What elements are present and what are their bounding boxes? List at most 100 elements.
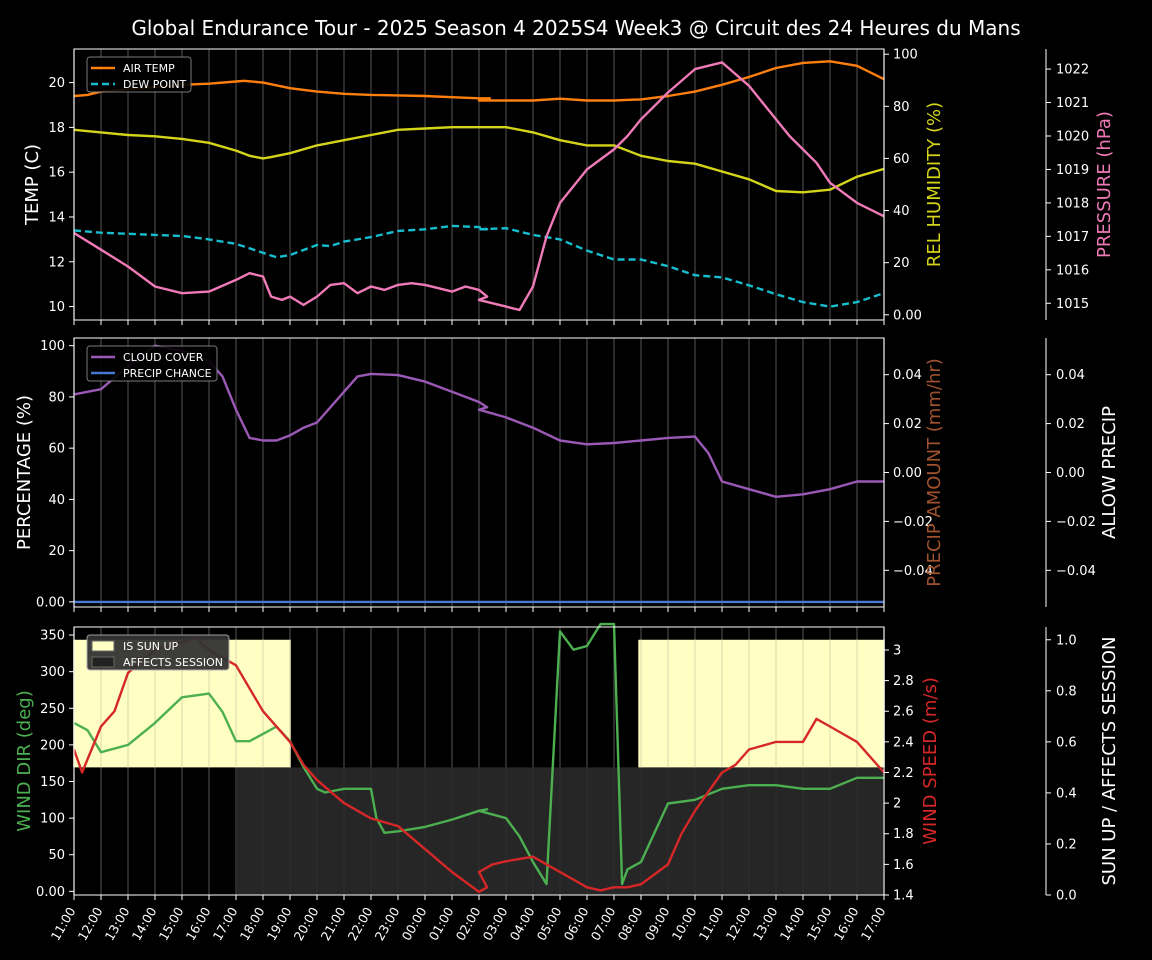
legend-label: DEW POINT <box>123 78 187 91</box>
x-tick-label: 02:00 <box>453 904 484 943</box>
y-tick-label: 14 <box>48 210 65 225</box>
y2-tick-label: 100 <box>893 48 918 63</box>
x-tick-label: 13:00 <box>750 904 781 943</box>
series-pressure <box>73 61 885 312</box>
y2-tick-label: 0.00 <box>893 466 922 481</box>
legend-label: CLOUD COVER <box>123 351 204 364</box>
series-dew-point <box>73 224 885 308</box>
y3-tick-label: 1015 <box>1056 297 1089 312</box>
legend-swatch <box>91 656 115 668</box>
x-tick-label: 11:00 <box>48 904 79 943</box>
y3-tick-label: −0.04 <box>1056 564 1096 579</box>
x-tick-label: 15:00 <box>156 904 187 943</box>
y-tick-label: 20 <box>48 76 65 91</box>
x-tick-label: 12:00 <box>723 904 754 943</box>
series-rel-humidity <box>73 125 885 194</box>
x-tick-label: 21:00 <box>318 904 349 943</box>
y2-tick-label: 2.6 <box>893 705 914 720</box>
y-axis-label: WIND DIR (deg) <box>14 690 35 832</box>
y-tick-label: 60 <box>48 442 65 457</box>
x-tick-label: 03:00 <box>480 904 511 943</box>
y-tick-label: 200 <box>40 738 65 753</box>
y3-tick-label: 0.04 <box>1056 368 1085 383</box>
y-tick-label: 100 <box>40 339 65 354</box>
x-tick-label: 10:00 <box>669 904 700 943</box>
y3-tick-label: 1019 <box>1056 163 1089 178</box>
y2-tick-label: 60 <box>893 152 910 167</box>
y2-axis-label: REL HUMIDITY (%) <box>924 102 945 267</box>
y3-tick-label: 0.4 <box>1056 786 1077 801</box>
y-tick-label: 10 <box>48 300 65 315</box>
y2-tick-label: −0.04 <box>893 564 933 579</box>
y-tick-label: 20 <box>48 544 65 559</box>
x-tick-label: 00:00 <box>399 904 430 943</box>
y2-tick-label: 20 <box>893 256 910 271</box>
x-tick-label: 12:00 <box>75 904 106 943</box>
legend-box <box>86 345 218 382</box>
y2-tick-label: 3 <box>893 643 901 658</box>
y3-tick-label: 1018 <box>1056 196 1089 211</box>
legend-label: IS SUN UP <box>123 640 179 653</box>
x-tick-label: 16:00 <box>183 904 214 943</box>
legend: CLOUD COVER PRECIP CHANCE <box>86 345 218 382</box>
y2-tick-label: 0.00 <box>893 308 922 323</box>
y2-tick-label: 2.4 <box>893 735 914 750</box>
y3-tick-label: 1016 <box>1056 263 1089 278</box>
y-tick-label: 0.00 <box>36 595 65 610</box>
y2-tick-label: 0.04 <box>893 368 922 383</box>
y2-tick-label: 0.02 <box>893 417 922 432</box>
x-tick-label: 16:00 <box>831 904 862 943</box>
x-tick-label: 01:00 <box>426 904 457 943</box>
y-tick-label: 40 <box>48 493 65 508</box>
legend: IS SUN UP AFFECTS SESSION <box>86 634 230 671</box>
y-tick-label: 12 <box>48 255 65 270</box>
y-axis-label: TEMP (C) <box>22 144 43 226</box>
y3-tick-label: 0.8 <box>1056 684 1077 699</box>
legend-label: AIR TEMP <box>123 62 175 75</box>
y3-tick-label: 0.02 <box>1056 417 1085 432</box>
x-tick-label: 18:00 <box>237 904 268 943</box>
y-tick-label: 50 <box>48 848 65 863</box>
y-tick-label: 150 <box>40 775 65 790</box>
y3-tick-label: 1.0 <box>1056 633 1077 648</box>
x-tick-label: 11:00 <box>696 904 727 943</box>
x-tick-label: 07:00 <box>588 904 619 943</box>
y2-tick-label: 80 <box>893 100 910 115</box>
chart-title: Global Endurance Tour - 2025 Season 4 20… <box>131 16 1020 40</box>
y2-tick-label: 2 <box>893 797 901 812</box>
legend-swatch <box>91 640 115 652</box>
y-tick-label: 18 <box>48 121 65 136</box>
y3-axis-label: SUN UP / AFFECTS SESSION <box>1099 636 1120 885</box>
y2-tick-label: 40 <box>893 204 910 219</box>
x-tick-label: 17:00 <box>858 904 889 943</box>
y-tick-label: 100 <box>40 812 65 827</box>
x-tick-label: 09:00 <box>642 904 673 943</box>
x-tick-label: 04:00 <box>507 904 538 943</box>
y3-tick-label: 0.6 <box>1056 735 1077 750</box>
x-tick-label: 19:00 <box>264 904 295 943</box>
legend-label: AFFECTS SESSION <box>123 656 223 669</box>
y3-tick-label: 0.00 <box>1056 466 1085 481</box>
x-tick-label: 14:00 <box>777 904 808 943</box>
y-tick-label: 350 <box>40 629 65 644</box>
y-tick-label: 250 <box>40 702 65 717</box>
sun-up-area <box>638 639 884 768</box>
y3-tick-label: 1021 <box>1056 96 1089 111</box>
x-tick-label: 13:00 <box>102 904 133 943</box>
y-tick-label: 300 <box>40 665 65 680</box>
x-tick-label: 14:00 <box>129 904 160 943</box>
y2-tick-label: −0.02 <box>893 515 933 530</box>
y2-tick-label: 1.6 <box>893 858 914 873</box>
y3-tick-label: 0.2 <box>1056 837 1077 852</box>
y3-tick-label: −0.02 <box>1056 515 1096 530</box>
y3-tick-label: 1022 <box>1056 63 1089 78</box>
legend-box <box>86 634 230 671</box>
x-tick-label: 23:00 <box>372 904 403 943</box>
y2-tick-label: 1.8 <box>893 827 914 842</box>
y3-tick-label: 1020 <box>1056 129 1089 144</box>
x-tick-label: 05:00 <box>534 904 565 943</box>
y2-tick-label: 1.4 <box>893 889 914 904</box>
legend: AIR TEMP DEW POINT <box>86 56 192 93</box>
y3-tick-label: 0.0 <box>1056 889 1077 904</box>
